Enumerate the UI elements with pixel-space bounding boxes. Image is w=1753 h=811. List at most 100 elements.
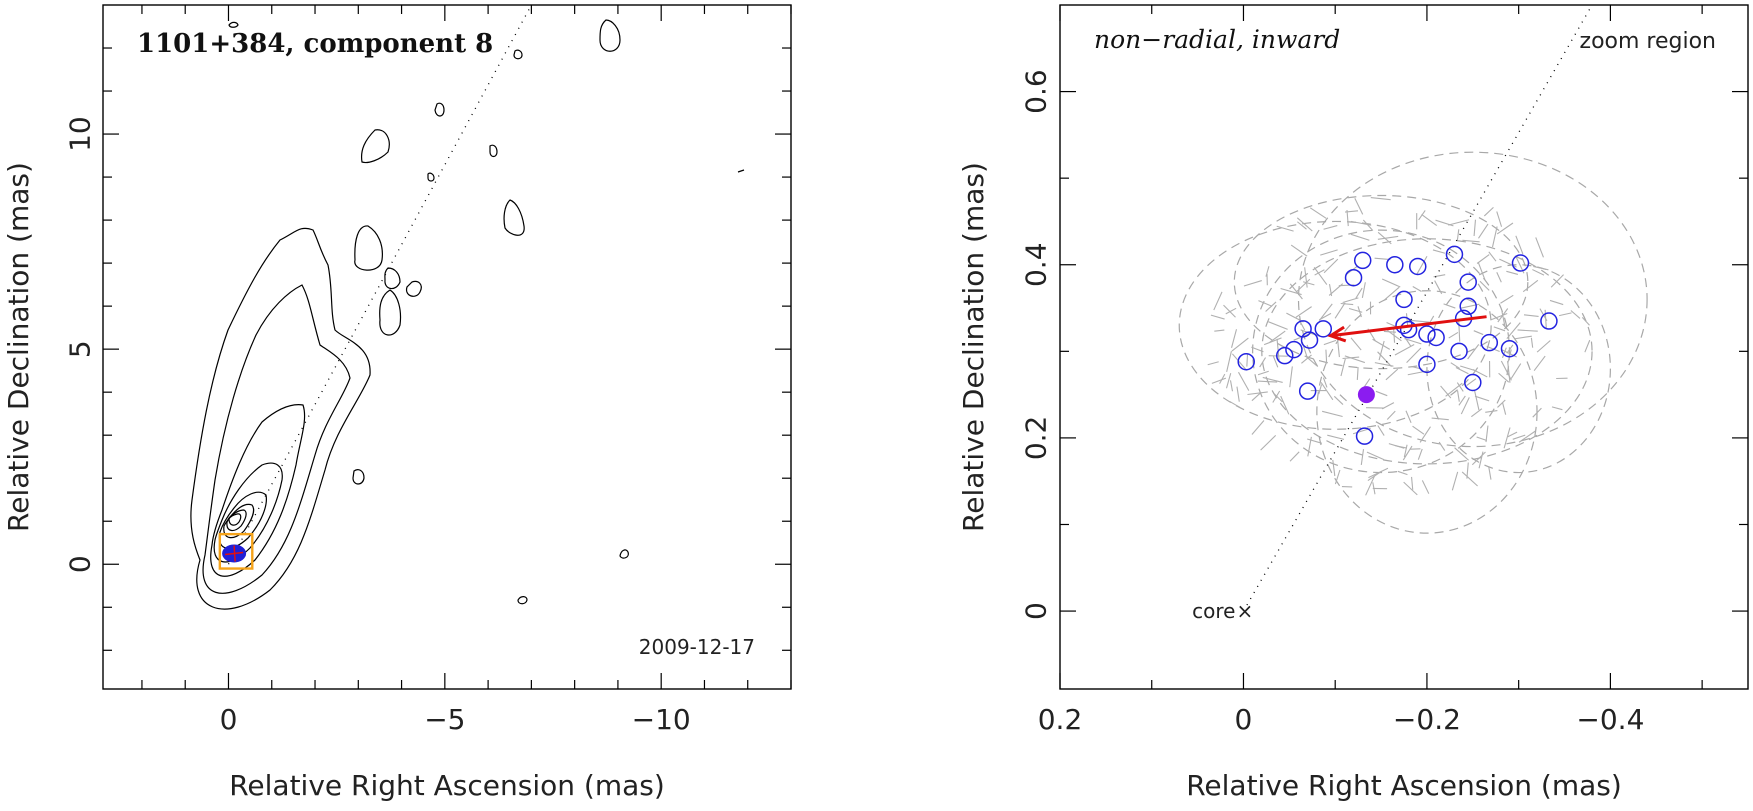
scatter-dash: [1478, 223, 1489, 239]
scatter-dash: [1340, 302, 1354, 306]
scatter-dash: [1507, 431, 1518, 438]
right-y-axis-label: Relative Declination (mas): [957, 162, 990, 532]
scatter-dash: [1344, 355, 1366, 364]
scatter-dash: [1550, 274, 1564, 288]
scatter-dash: [1514, 335, 1532, 340]
scatter-dash: [1476, 254, 1490, 264]
zoom-region-label: zoom region: [1580, 29, 1716, 54]
scatter-dash: [1549, 299, 1564, 306]
scatter-dash: [1479, 280, 1490, 291]
scatter-dash: [1485, 410, 1498, 413]
scatter-dash: [1350, 233, 1370, 241]
scatter-dash: [1460, 397, 1470, 415]
scatter-dash: [1584, 339, 1591, 353]
scatter-dash: [1262, 376, 1283, 383]
scatter-dash: [1280, 395, 1290, 415]
scatter-dash: [1471, 451, 1486, 466]
scatter-dash: [1354, 198, 1364, 215]
scatter-dash: [1290, 244, 1308, 257]
scatter-dash: [1488, 251, 1497, 262]
scatter-dash: [1268, 321, 1288, 330]
epoch-position-marker: [1511, 254, 1530, 272]
error-ellipse: [1252, 229, 1511, 474]
scatter-dash: [1472, 369, 1488, 378]
zoom-region-panel: 0.2 0 −0.2 −0.4 0 0.2 0.4 0.6 non−radial, inwar…: [957, 4, 1749, 802]
scatter-dash: [1411, 476, 1414, 490]
scatter-dash: [1448, 331, 1459, 339]
scatter-dash: [1496, 222, 1514, 235]
scatter-dash: [1485, 425, 1489, 443]
scatter-dash: [1497, 399, 1506, 408]
scatter-dash: [1251, 420, 1265, 435]
scatter-dash: [1355, 287, 1363, 299]
contour-line: [226, 509, 247, 532]
scatter-dash: [1309, 207, 1327, 219]
scatter-dash: [1377, 235, 1399, 240]
scatter-dash: [1226, 351, 1232, 372]
scatter-dash: [1238, 371, 1250, 391]
scatter-dash: [1506, 344, 1514, 354]
scatter-dash: [1473, 389, 1480, 411]
scatter-dash: [1377, 425, 1385, 436]
epoch-position-marker: [1418, 325, 1436, 343]
scatter-dash: [1333, 395, 1344, 405]
scatter-dash: [1251, 392, 1261, 402]
contour-line: [513, 49, 523, 60]
scatter-dash: [1342, 297, 1359, 304]
scatter-dash: [1263, 337, 1282, 346]
y-tick-label: 5: [64, 340, 97, 358]
scatter-dash: [1477, 261, 1486, 281]
scatter-dash: [1490, 313, 1508, 321]
y-tick-label: 0: [1020, 602, 1053, 620]
scatter-dash: [1581, 316, 1590, 326]
scatter-dash: [1417, 448, 1423, 460]
scatter-dash: [1313, 266, 1328, 285]
scatter-dash: [1251, 346, 1264, 353]
scatter-dash: [1559, 312, 1572, 317]
motion-classification: non−radial, inward: [1094, 25, 1340, 54]
scatter-dash: [1375, 390, 1388, 397]
scatter-dash: [1418, 210, 1426, 221]
error-ellipse: [1261, 238, 1593, 465]
scatter-dash: [1407, 370, 1430, 376]
contour-line: [599, 19, 621, 52]
scatter-dash: [1408, 319, 1430, 323]
y-tick-label: 0.4: [1020, 242, 1053, 287]
x-tick-label: −0.2: [1393, 703, 1461, 736]
scatter-dash: [1438, 441, 1446, 451]
scatter-dash: [1276, 225, 1294, 232]
scatter-dash: [1229, 400, 1241, 408]
scatter-dash: [1296, 217, 1313, 232]
scatter-dash: [1219, 373, 1226, 384]
epoch-position-marker: [1344, 268, 1363, 287]
scatter-dash: [1318, 303, 1333, 321]
epoch-position-marker: [1399, 320, 1418, 339]
zoom-box: [218, 532, 254, 570]
scatter-dash: [1506, 270, 1519, 275]
scatter-dash: [1506, 322, 1521, 340]
scatter-dash: [1473, 219, 1477, 237]
scatter-dash: [1462, 239, 1480, 243]
contour-line: [354, 225, 383, 271]
scatter-dash: [1522, 279, 1539, 293]
scatter-dash: [1483, 206, 1494, 217]
scatter-dash: [1421, 214, 1438, 227]
scatter-dash: [1213, 291, 1223, 311]
contour-line: [228, 21, 239, 28]
contour-line: [517, 596, 528, 605]
scatter-dash: [1265, 266, 1270, 277]
scatter-dash-field: [1207, 197, 1591, 496]
contour-line: [405, 280, 422, 297]
scatter-dash: [1406, 347, 1422, 363]
scatter-dash: [1236, 386, 1240, 402]
scatter-dash: [1443, 303, 1456, 309]
scatter-dash: [1384, 286, 1400, 301]
scatter-dash: [1501, 402, 1507, 415]
scatter-dash: [1457, 390, 1460, 402]
scatter-dash: [1544, 309, 1547, 329]
scatter-dash: [1478, 451, 1484, 469]
scatter-dash: [1332, 459, 1336, 477]
scatter-dash: [1269, 330, 1286, 343]
scatter-dash: [1381, 402, 1395, 410]
scatter-dash: [1334, 469, 1341, 485]
